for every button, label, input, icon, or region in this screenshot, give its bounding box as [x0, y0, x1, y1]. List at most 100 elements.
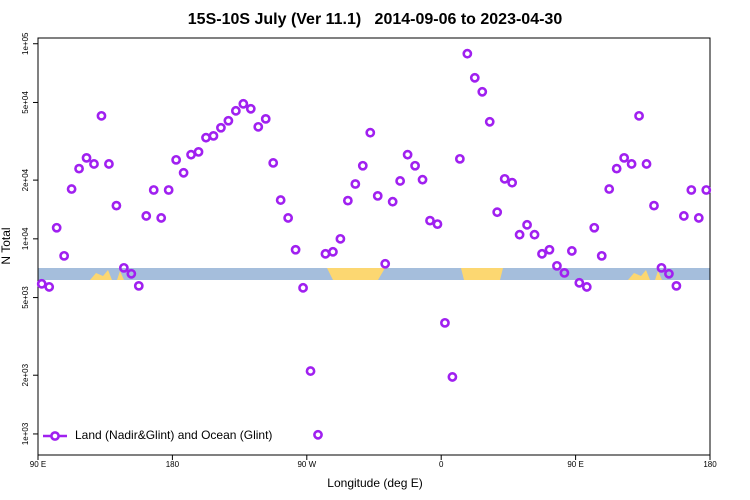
x-tick-label: 180: [166, 460, 180, 469]
data-point: [514, 229, 525, 240]
data-point: [320, 248, 331, 259]
data-point: [372, 190, 383, 201]
data-point: [59, 250, 70, 261]
legend-label: Land (Nadir&Glint) and Ocean (Glint): [75, 428, 272, 442]
data-point: [89, 159, 99, 169]
data-point: [216, 122, 226, 133]
data-point: [156, 213, 167, 223]
data-point: [701, 185, 712, 195]
x-tick-label: 90 E: [30, 460, 46, 469]
data-point: [357, 160, 368, 171]
data-point: [566, 246, 577, 256]
data-point: [238, 98, 249, 109]
y-tick-label: 5e+03: [21, 286, 30, 309]
data-point: [589, 222, 600, 233]
data-point: [581, 282, 592, 292]
data-point: [51, 222, 62, 233]
data-point: [395, 176, 406, 186]
data-point: [507, 177, 518, 188]
data-point: [193, 146, 204, 157]
data-point: [275, 195, 286, 205]
data-point: [611, 163, 622, 174]
data-point: [260, 113, 271, 124]
data-point: [469, 72, 480, 83]
data-point: [544, 244, 555, 255]
data-point: [619, 152, 630, 163]
data-point: [417, 174, 428, 185]
data-point: [171, 154, 182, 165]
data-point: [201, 132, 211, 143]
data-point: [537, 248, 547, 259]
data-point: [387, 196, 398, 207]
data-point: [641, 159, 652, 169]
data-point: [178, 167, 189, 178]
data-point: [425, 215, 435, 226]
x-tick-label: 180: [703, 460, 717, 469]
data-point: [96, 110, 107, 121]
data-point: [656, 262, 667, 273]
surface-strip: [38, 268, 710, 280]
data-point: [230, 105, 241, 116]
data-point: [290, 244, 301, 255]
y-tick-label: 5e+04: [21, 91, 30, 114]
data-point: [126, 268, 137, 279]
data-point: [148, 185, 159, 195]
data-point: [649, 200, 659, 211]
data-point: [66, 184, 77, 194]
data-point: [283, 213, 294, 223]
data-point: [634, 110, 644, 121]
plot-frame: [37, 37, 711, 456]
data-point: [596, 250, 607, 261]
data-point: [44, 282, 55, 292]
data-point: [335, 233, 346, 244]
data-point: [328, 246, 338, 257]
x-axis-label: Longitude (deg E): [327, 476, 422, 490]
data-point: [440, 317, 450, 328]
data-point: [111, 200, 122, 211]
data-point: [298, 282, 308, 293]
data-point: [447, 372, 458, 382]
data-point: [74, 163, 84, 174]
data-point: [432, 219, 443, 230]
data-point: [223, 115, 234, 126]
y-axis-label: N Total: [0, 227, 13, 264]
data-point: [141, 211, 152, 221]
data-point: [410, 160, 420, 171]
data-point: [574, 277, 585, 288]
data-point: [671, 280, 682, 291]
data-point: [402, 149, 413, 160]
data-point: [686, 185, 697, 195]
y-tick-label: 2e+03: [21, 363, 30, 386]
data-point: [186, 149, 196, 160]
chart-title: 15S-10S July (Ver 11.1) 2014-09-06 to 20…: [188, 11, 563, 28]
data-point: [118, 262, 129, 273]
data-point: [529, 229, 540, 240]
x-tick-label: 0: [439, 460, 444, 469]
data-point: [163, 185, 174, 195]
data-point: [253, 121, 264, 132]
y-tick-label: 1e+03: [21, 422, 30, 445]
y-tick-label: 1e+04: [21, 227, 30, 250]
data-point: [693, 213, 704, 223]
data-point: [454, 153, 465, 164]
data-point: [626, 159, 637, 169]
legend-marker: [50, 431, 60, 441]
data-point: [380, 258, 391, 269]
data-point: [559, 268, 570, 278]
data-point: [484, 116, 495, 127]
data-point: [342, 195, 353, 206]
x-tick-label: 90 E: [567, 460, 583, 469]
data-point: [245, 103, 256, 114]
data-point: [268, 158, 279, 168]
data-point: [81, 152, 92, 163]
data-point: [365, 127, 376, 138]
data-point: [552, 260, 562, 271]
data-point: [664, 268, 674, 279]
data-point: [305, 366, 316, 376]
data-point: [36, 278, 47, 289]
data-point: [522, 219, 532, 230]
data-point: [462, 48, 473, 59]
y-tick-label: 2e+04: [21, 168, 30, 191]
data-point: [499, 173, 510, 184]
